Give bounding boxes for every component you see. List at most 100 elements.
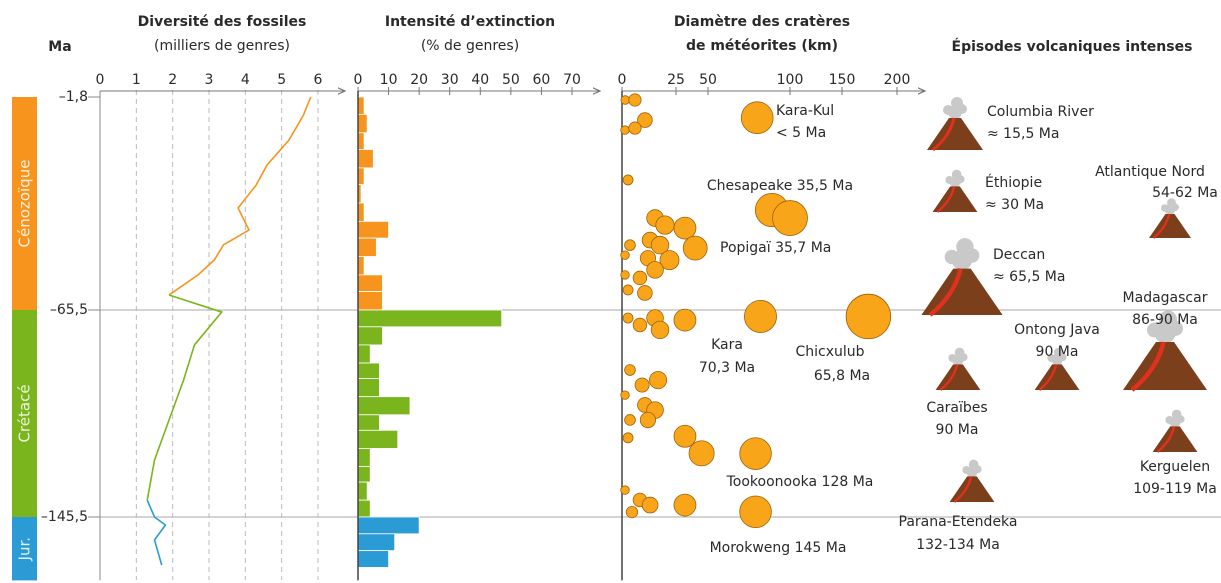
y-tick-label: –1,8 (59, 89, 88, 105)
volcano-label: 86-90 Ma (1132, 312, 1198, 328)
volcano-icon (932, 169, 978, 213)
smoke (1047, 354, 1056, 362)
volcano-label: 132-134 Ma (916, 537, 1000, 553)
crater-label: < 5 Ma (776, 125, 826, 141)
panel-title: Épisodes volcaniques intenses (952, 38, 1193, 55)
extinction-bar (357, 274, 383, 293)
mountain (932, 186, 978, 212)
extinction-bar (357, 132, 365, 150)
crater-label: 65,8 Ma (814, 368, 870, 384)
named-crater (739, 437, 772, 470)
extinction-bar (357, 220, 389, 239)
mountain (1034, 364, 1080, 390)
smoke (1147, 322, 1162, 338)
x-tick-label: 6 (314, 72, 323, 88)
crater (673, 493, 697, 517)
volcano-label: Deccan (993, 247, 1045, 263)
crater (632, 270, 648, 286)
extinction-bar (357, 167, 365, 186)
x-tick-label: 150 (829, 72, 856, 88)
crater-label: Kara-Kul (776, 103, 834, 119)
mountain (1123, 342, 1207, 390)
lava (936, 186, 956, 213)
crater (632, 317, 648, 333)
volcano-label: ≈ 30 Ma (985, 197, 1044, 213)
y-tick-label: –65,5 (50, 302, 88, 318)
crater (625, 505, 639, 519)
smoke (1171, 409, 1182, 420)
crater (620, 125, 630, 135)
extinction-bar (357, 256, 365, 276)
era-band (12, 310, 37, 517)
volcano-icon (949, 459, 995, 503)
extinction-bar (357, 466, 371, 483)
x-tick-label: 20 (410, 72, 428, 88)
extinction-bar (357, 291, 383, 311)
named-crater (845, 293, 892, 340)
diversity-line (146, 499, 167, 566)
panel-subtitle: (% de genres) (421, 38, 519, 54)
extinction-bar (357, 96, 365, 115)
named-crater (739, 495, 772, 529)
x-tick-label: 4 (241, 72, 250, 88)
crater (673, 308, 697, 332)
named-crater (772, 200, 808, 236)
crater (688, 440, 715, 467)
panel-title: Intensité d’extinction (385, 14, 555, 30)
crater (673, 424, 697, 448)
extinction-bar (357, 344, 371, 364)
crater (637, 285, 653, 301)
era-label: Crétacé (16, 384, 34, 442)
smoke (1161, 204, 1169, 212)
volcano-icon (927, 97, 983, 152)
crater (639, 411, 657, 429)
lava (1038, 364, 1058, 391)
smoke (962, 466, 971, 474)
crater (682, 235, 708, 261)
lava (939, 364, 959, 391)
extinction-bar (357, 326, 383, 346)
era-label: Cénozoïque (16, 160, 34, 248)
smoke (956, 238, 974, 256)
volcano-icon (921, 238, 1003, 317)
crater (622, 432, 634, 444)
lava (1130, 341, 1166, 392)
smoke (1159, 310, 1177, 329)
crater-label: Chicxulub (795, 344, 864, 360)
crater-label: Tookoonooka 128 Ma (726, 474, 874, 490)
volcano-label: Kerguelen (1140, 459, 1210, 475)
named-crater (740, 101, 774, 135)
x-tick-label: 60 (533, 72, 551, 88)
extinction-bar (357, 237, 377, 257)
extinction-bar (357, 533, 396, 552)
extinction-bar (357, 149, 374, 169)
extinction-bar (357, 378, 380, 398)
volcano-label: 90 Ma (936, 422, 979, 438)
crater (641, 496, 659, 514)
volcano-label: Madagascar (1123, 290, 1208, 306)
volcano-label: Columbia River (987, 104, 1094, 120)
mountain (921, 268, 1003, 315)
panel-subtitle: (milliers de genres) (154, 38, 290, 54)
lava (953, 476, 973, 503)
lava (1152, 213, 1171, 239)
extinction-bar (357, 309, 503, 328)
era-band (12, 517, 37, 581)
extinction-bar (357, 448, 371, 467)
mountain (1149, 214, 1191, 238)
extinction-bar (357, 481, 368, 501)
crater (622, 284, 634, 296)
crater (624, 364, 636, 376)
volcano-icon (1034, 347, 1080, 391)
crater (646, 261, 664, 279)
extinction-bar (357, 550, 389, 568)
x-tick-label: 0 (96, 72, 105, 88)
x-tick-label: 70 (563, 72, 581, 88)
extinction-bar (357, 202, 365, 222)
lava (1156, 426, 1176, 453)
volcano-label: ≈ 15,5 Ma (987, 126, 1059, 142)
volcano-label: 54-62 Ma (1152, 185, 1218, 201)
x-tick-label: 50 (502, 72, 520, 88)
x-tick-label: 100 (777, 72, 804, 88)
